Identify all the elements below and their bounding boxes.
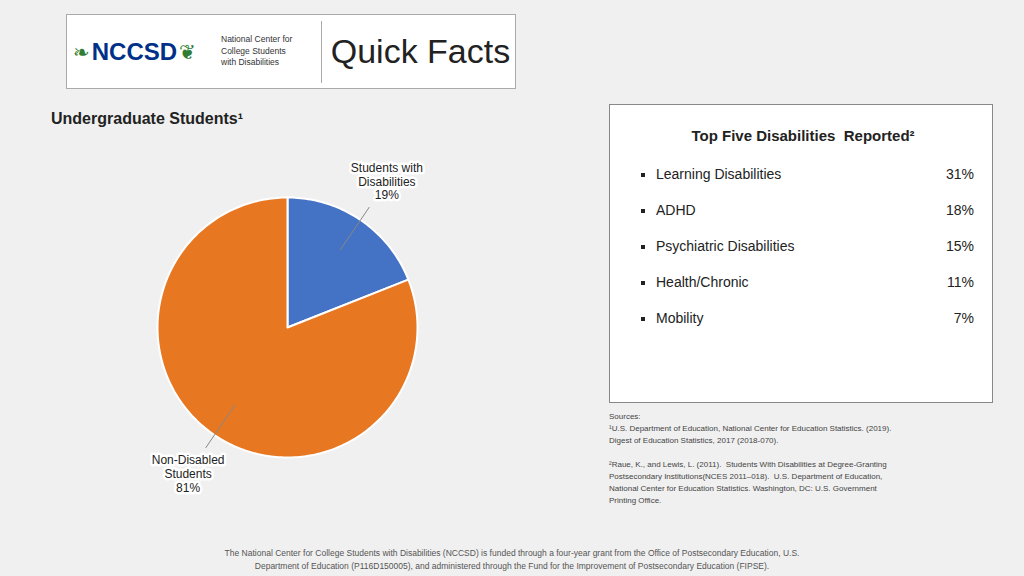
html-text:National Center for College St: National Center for College Students wit… <box>221 33 293 68</box>
html-text:18%: 18% <box>946 202 974 218</box>
html-text:Quick Facts: Quick Facts <box>330 32 511 70</box>
html-text:15%: 15% <box>946 238 974 254</box>
html-text:Psychiatric Disabilities: Psychiatric Disabilities <box>656 238 795 254</box>
html-text:31%: 31% <box>946 166 974 182</box>
html-text:The National Center for Colleg: The National Center for College Students… <box>224 548 800 571</box>
html-text:Undergraduate Students¹: Undergraduate Students¹ <box>51 110 243 127</box>
html-text:11%: 11% <box>947 274 974 290</box>
html-text:❧ NCCSD ❦: ❧ NCCSD ❦ <box>73 37 196 65</box>
html-text:Top Five Disabilities Reported: Top Five Disabilities Reported² <box>691 127 915 144</box>
html-text:Sources: ¹U.S. Department of E: Sources: ¹U.S. Department of Education, … <box>609 412 892 505</box>
html-text:Learning Disabilities: Learning Disabilities <box>656 166 782 182</box>
svg-text:Non-DisabledStudents81%: Non-DisabledStudents81% <box>152 453 225 495</box>
html-text:ADHD: ADHD <box>656 202 696 218</box>
svg-text:Students withDisabilities19%: Students withDisabilities19% <box>351 161 423 203</box>
html-text:Mobility: Mobility <box>656 310 704 326</box>
html-text:Health/Chronic: Health/Chronic <box>656 274 749 290</box>
html-text:7%: 7% <box>953 310 974 326</box>
